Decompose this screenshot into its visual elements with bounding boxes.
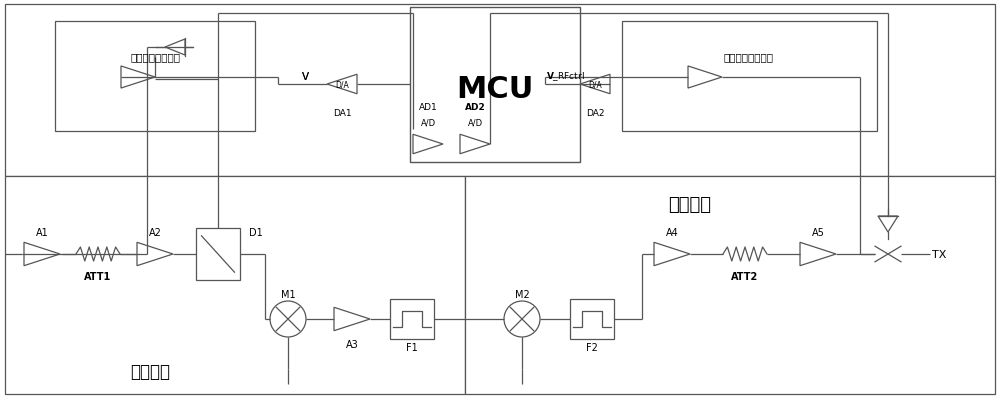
Bar	[55, 22, 255, 132]
Bar	[390, 299, 434, 339]
Bar	[410, 8, 580, 162]
Bar	[570, 299, 614, 339]
Text: 中频单元: 中频单元	[130, 362, 170, 380]
Text: A/D: A/D	[420, 118, 436, 127]
Polygon shape	[460, 135, 490, 154]
Polygon shape	[413, 135, 443, 154]
Text: ATT1: ATT1	[84, 271, 112, 281]
Bar	[622, 22, 877, 132]
Text: A5: A5	[812, 228, 824, 237]
Text: MCU: MCU	[456, 75, 534, 104]
Text: A1: A1	[36, 228, 48, 237]
Polygon shape	[327, 75, 357, 94]
Polygon shape	[24, 243, 60, 266]
Text: 微波单元: 微波单元	[668, 196, 712, 213]
Text: F1: F1	[406, 342, 418, 352]
Polygon shape	[654, 243, 690, 266]
Text: 射频功率控制电路: 射频功率控制电路	[723, 52, 773, 62]
Text: DA1: DA1	[333, 108, 351, 117]
Text: M1: M1	[281, 289, 295, 299]
Text: M2: M2	[515, 289, 529, 299]
Bar	[196, 228, 240, 280]
Polygon shape	[580, 75, 610, 94]
Text: A3: A3	[346, 339, 358, 349]
Bar	[5, 5, 995, 177]
Text: F2: F2	[586, 342, 598, 352]
Polygon shape	[137, 243, 173, 266]
Text: ATT2: ATT2	[731, 271, 759, 281]
Text: AD1: AD1	[419, 102, 437, 111]
Circle shape	[270, 301, 306, 337]
Polygon shape	[121, 67, 155, 89]
Circle shape	[504, 301, 540, 337]
Text: $\mathbf{V}$_RFctrl: $\mathbf{V}$_RFctrl	[546, 70, 585, 83]
Polygon shape	[878, 216, 898, 232]
Text: V: V	[301, 72, 309, 82]
Text: AD2: AD2	[465, 102, 485, 111]
Text: A4: A4	[666, 228, 678, 237]
Text: A2: A2	[149, 228, 161, 237]
Text: DA2: DA2	[586, 108, 604, 117]
Text: 中频功率控制电路: 中频功率控制电路	[130, 52, 180, 62]
Text: D/A: D/A	[335, 80, 349, 89]
Bar	[5, 177, 465, 394]
Text: V: V	[301, 72, 309, 82]
Text: A/D: A/D	[467, 118, 483, 127]
Polygon shape	[165, 40, 185, 56]
Text: TX: TX	[932, 249, 946, 259]
Polygon shape	[688, 67, 722, 89]
Text: D/A: D/A	[588, 80, 602, 89]
Bar	[465, 177, 995, 394]
Polygon shape	[334, 307, 370, 331]
Text: D1: D1	[249, 228, 263, 237]
Polygon shape	[800, 243, 836, 266]
